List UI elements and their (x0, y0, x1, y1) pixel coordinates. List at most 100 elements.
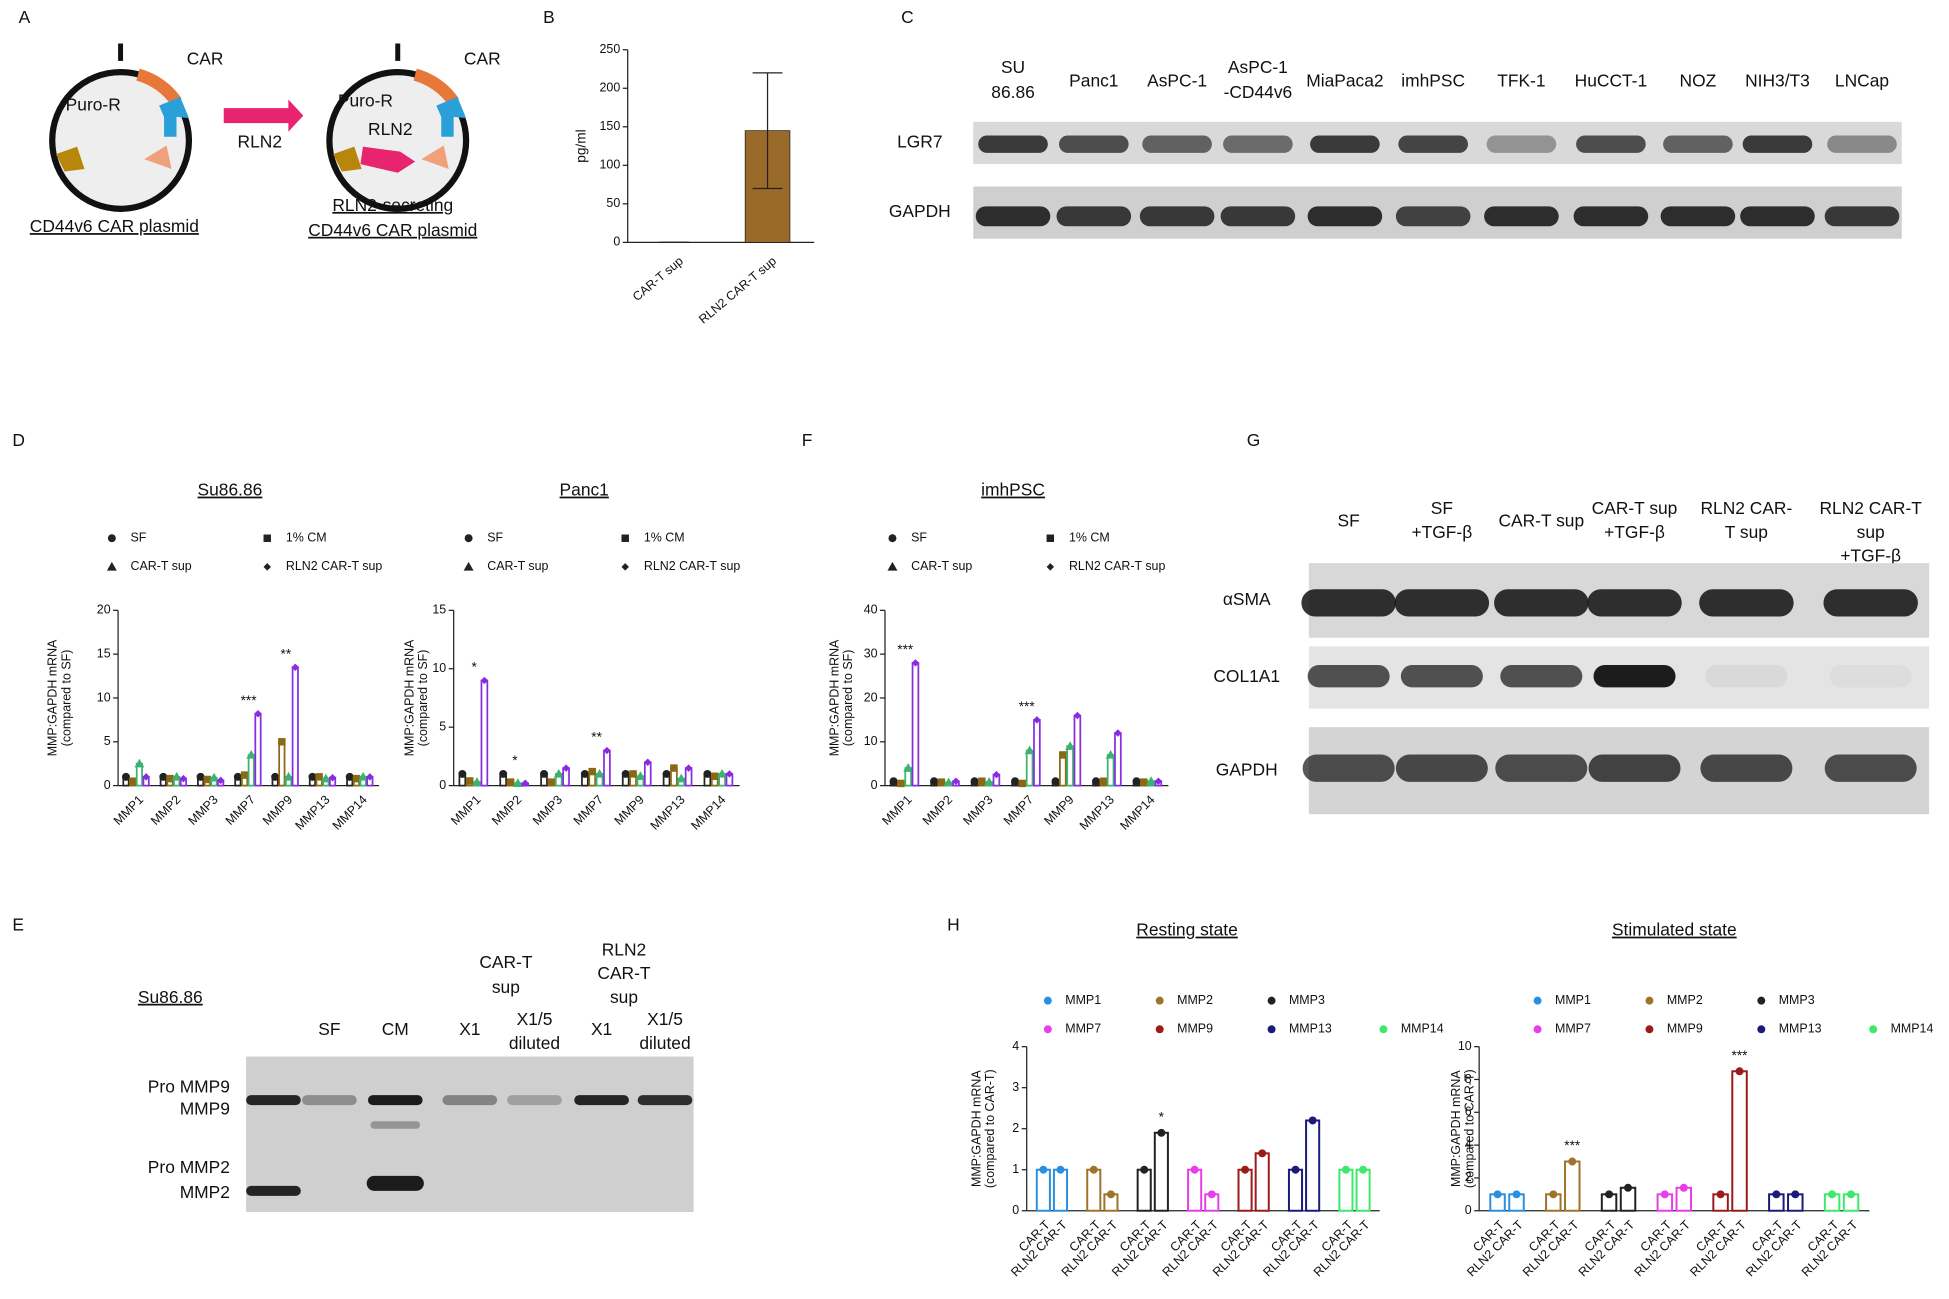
y-tick-label: 4 (1465, 1137, 1472, 1151)
y-axis-label: (compared to SF) (416, 650, 430, 747)
blot-band (1310, 135, 1380, 153)
data-point (1568, 1157, 1577, 1166)
data-point (345, 772, 354, 781)
y-tick-label: 5 (104, 734, 111, 748)
panel-label: E (12, 915, 24, 935)
plasmid-ring (326, 68, 470, 212)
lane-label: T sup (1725, 522, 1768, 542)
data-point (897, 779, 905, 788)
data-point (278, 738, 286, 746)
legend-label: MMP3 (1289, 993, 1325, 1007)
legend-marker (621, 534, 629, 542)
blot-band (1301, 589, 1396, 617)
blot-band (1742, 135, 1813, 153)
blot-band (1823, 589, 1918, 617)
plasmid-label: Puro-R (338, 91, 393, 111)
row-label: MMP2 (180, 1182, 230, 1202)
blot-band (1593, 665, 1676, 688)
data-point (1092, 777, 1100, 786)
legend-label: MMP9 (1667, 1022, 1703, 1036)
y-tick-label: 20 (97, 603, 111, 617)
x-tick-label: MMP14 (330, 793, 370, 833)
lane-label: X1 (459, 1019, 480, 1039)
gel (246, 1056, 694, 1212)
blot-band (1824, 206, 1900, 227)
legend-marker (1155, 1025, 1164, 1034)
bar (1153, 1131, 1169, 1212)
y-tick-label: 15 (432, 603, 446, 617)
legend-marker (263, 534, 271, 542)
y-axis-label: (compared to CAR-T) (1463, 1069, 1477, 1188)
data-point (128, 777, 137, 785)
data-point (320, 773, 331, 783)
data-point (472, 777, 483, 786)
blot-band (1740, 206, 1815, 227)
y-tick-label: 10 (1458, 1039, 1472, 1053)
data-point (621, 769, 630, 778)
data-point (308, 772, 317, 781)
panel-label: D (12, 430, 25, 450)
legend-label: CAR-T sup (131, 559, 192, 573)
data-point (1140, 778, 1148, 786)
data-point (1291, 1165, 1300, 1174)
data-point (1106, 1190, 1115, 1199)
data-point (978, 777, 986, 785)
bar (1052, 1168, 1069, 1212)
data-point (458, 769, 467, 778)
legend-label: MMP2 (1667, 993, 1703, 1007)
data-point (662, 769, 671, 778)
blot-band (1056, 206, 1132, 227)
data-point (930, 777, 939, 786)
plasmid-label: CAR (187, 48, 224, 68)
legend-marker (1869, 1025, 1878, 1034)
bar (1136, 1168, 1152, 1212)
legend-marker (1757, 996, 1766, 1005)
gene-arrow (159, 96, 189, 137)
legend-marker (1267, 996, 1276, 1005)
y-tick-label: 0 (104, 778, 111, 792)
data-point (594, 768, 605, 778)
significance: ** (591, 730, 602, 745)
data-point (1308, 1116, 1317, 1125)
data-point (142, 773, 150, 781)
data-point (1146, 776, 1157, 785)
legend-marker (1043, 1025, 1052, 1034)
data-point (903, 763, 914, 772)
y-tick-label: 4 (1012, 1039, 1019, 1053)
data-point (1624, 1183, 1632, 1192)
blot-band (1663, 135, 1733, 153)
data-point (1549, 1190, 1558, 1199)
blot-band (1302, 754, 1395, 782)
legend-marker (1645, 996, 1654, 1005)
plasmid-label: Puro-R (66, 94, 121, 114)
lane-label: CM (382, 1019, 409, 1039)
blot-band (1700, 754, 1793, 782)
data-point (725, 770, 734, 778)
x-tick-label: MMP3 (185, 793, 220, 828)
chart-title: imhPSC (981, 480, 1045, 500)
data-point (196, 772, 205, 781)
x-tick-label: MMP3 (530, 793, 565, 828)
data-point (283, 771, 294, 781)
bar (1106, 754, 1115, 787)
x-tick-label: MMP7 (1001, 793, 1036, 828)
legend-label: RLN2 CAR-T sup (644, 559, 741, 573)
blot-band (1827, 135, 1897, 153)
blot-band (1587, 589, 1682, 617)
blot-band (366, 1175, 424, 1191)
x-tick-label: MMP1 (448, 793, 483, 828)
data-point (1132, 777, 1141, 786)
lane-label: +TGF-β (1840, 545, 1901, 565)
panel-label: G (1247, 430, 1261, 450)
legend-marker (107, 534, 116, 543)
lane-label: RLN2 CAR-T (1819, 498, 1922, 518)
y-tick-label: 5 (439, 719, 446, 733)
y-tick-label: 10 (97, 690, 111, 704)
legend-marker (106, 561, 117, 571)
plasmid-site (118, 43, 124, 61)
lane-label: MiaPaca2 (1306, 71, 1383, 91)
x-tick-label: MMP7 (223, 793, 258, 828)
data-point (1660, 1190, 1669, 1199)
bar (1287, 1168, 1304, 1212)
